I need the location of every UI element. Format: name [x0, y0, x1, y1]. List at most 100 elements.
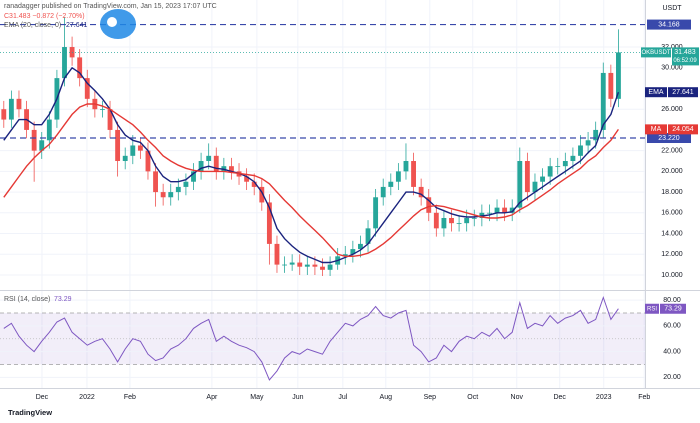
- rsi-value-box: [660, 303, 686, 314]
- candle-body: [244, 176, 250, 182]
- candle-body: [183, 181, 189, 187]
- candle-body: [358, 243, 363, 250]
- logo-shape: [107, 17, 117, 27]
- candle-body: [524, 161, 530, 193]
- candle-body: [411, 161, 416, 187]
- candle-body: [456, 223, 462, 224]
- candle-body: [175, 186, 181, 193]
- rsi-legend-value: 73.29: [54, 296, 72, 303]
- candle-body: [160, 192, 166, 198]
- countdown-label: 06:52:09: [673, 58, 697, 64]
- y-tick-label: 30.000: [661, 65, 683, 72]
- candle-body: [312, 264, 318, 267]
- candle-body: [327, 264, 333, 270]
- candle-body: [84, 78, 90, 99]
- candle-body: [373, 197, 379, 229]
- candle-body: [153, 171, 158, 193]
- x-tick-label: Feb: [638, 394, 650, 401]
- candle-body: [433, 212, 439, 229]
- y-tick-label: 14.000: [661, 230, 683, 237]
- indicator-line: [3, 103, 619, 257]
- candle-body: [1, 109, 7, 120]
- candle-body: [282, 264, 287, 266]
- candle-body: [418, 186, 424, 198]
- candle-body: [380, 186, 386, 198]
- candle-body: [251, 181, 257, 187]
- ema-legend: EMA (20, close, 0): [4, 22, 61, 29]
- x-tick-label: 2022: [79, 394, 95, 401]
- candle-body: [31, 129, 37, 151]
- indicator-name-box: [645, 124, 667, 135]
- indicator-name: MA: [651, 126, 662, 133]
- last-price-box: [672, 47, 699, 66]
- indicator-name: EMA: [648, 89, 664, 96]
- y-tick-label: 12.000: [661, 251, 683, 258]
- x-tick-label: Apr: [206, 394, 218, 401]
- candle-body: [115, 129, 121, 162]
- level-label-box: [647, 133, 691, 144]
- x-tick-label: Dec: [553, 394, 566, 401]
- candle-body: [395, 171, 401, 182]
- x-tick-label: Jul: [338, 394, 347, 401]
- candle-body: [191, 171, 196, 182]
- indicator-value-box: [668, 87, 698, 98]
- rsi-value: 73.29: [664, 306, 682, 313]
- candle-body: [130, 145, 136, 156]
- candle-body: [471, 217, 477, 219]
- y-tick-label: 10.000: [661, 272, 683, 279]
- candle-body: [388, 181, 394, 187]
- level-label-box: [647, 19, 691, 30]
- x-tick-label: Dec: [36, 394, 49, 401]
- candle-body: [100, 109, 105, 111]
- candle-body: [304, 264, 310, 267]
- x-tick-label: 2023: [596, 394, 612, 401]
- footer-brand: TradingView: [8, 408, 52, 417]
- caption: ranadagger published on TradingView.com,…: [4, 3, 217, 10]
- candle-body: [517, 161, 523, 208]
- rsi-name: RSI: [647, 306, 657, 312]
- rsi-line: [3, 295, 619, 381]
- candle-body: [77, 57, 83, 79]
- candle-body: [342, 254, 348, 257]
- rsi-tick-label: 40.00: [663, 348, 681, 355]
- candle-body: [8, 98, 14, 120]
- candle-body: [46, 119, 52, 141]
- rsi-tick-label: 80.00: [663, 297, 681, 304]
- last-price-label: 31.483: [674, 49, 696, 56]
- x-tick-label: Aug: [380, 394, 393, 401]
- indicator-name-box: [645, 87, 667, 98]
- x-tick-label: Jun: [292, 394, 303, 401]
- candle-body: [464, 217, 470, 224]
- level-label: 23.220: [658, 135, 680, 142]
- candle-body: [600, 72, 606, 130]
- candle-body: [39, 140, 45, 151]
- candle-body: [350, 249, 356, 255]
- candle-body: [403, 161, 409, 172]
- logo-watermark: [100, 9, 136, 39]
- candle-body: [213, 155, 219, 172]
- ema-legend-value: 27.641: [66, 22, 88, 29]
- indicator-line: [3, 66, 620, 264]
- candle-body: [494, 207, 500, 213]
- rsi-tick-label: 60.00: [663, 323, 681, 330]
- y-tick-label: 32.000: [661, 44, 683, 51]
- candle-body: [145, 150, 151, 172]
- indicator-value-box: [668, 124, 698, 135]
- candle-body: [487, 212, 492, 214]
- candle-body: [585, 140, 591, 146]
- rsi-name-box: [645, 303, 659, 314]
- x-tick-label: Sep: [424, 394, 437, 401]
- candle-body: [593, 129, 599, 141]
- candle-body: [297, 262, 303, 267]
- candle-body: [206, 155, 212, 162]
- candle-body: [320, 266, 325, 270]
- y-tick-label: 16.000: [661, 210, 683, 217]
- candle-body: [570, 155, 576, 162]
- rsi-legend: RSI (14, close): [4, 296, 50, 303]
- candle-body: [532, 181, 538, 193]
- level-label: 34.168: [658, 21, 680, 28]
- y-tick-label: 18.000: [661, 189, 683, 196]
- candle-body: [441, 217, 447, 229]
